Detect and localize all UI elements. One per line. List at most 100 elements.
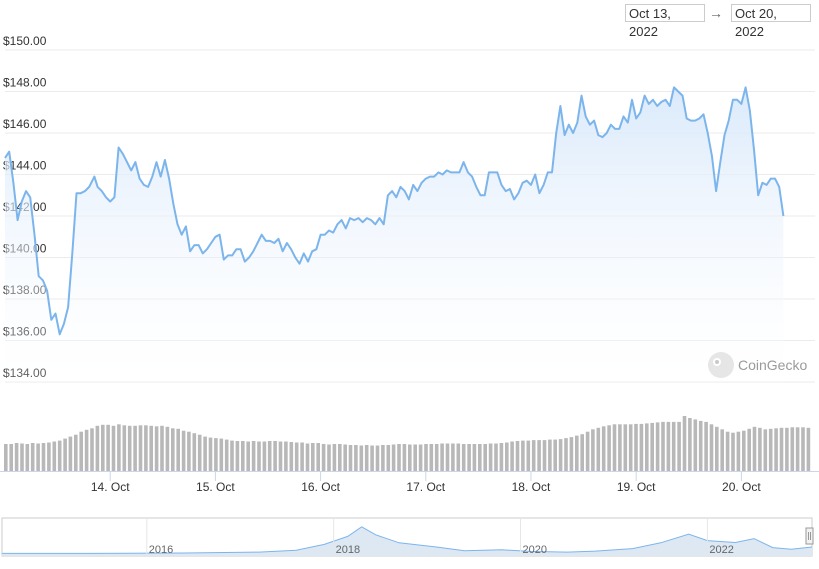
y-tick-label: $148.00	[3, 76, 47, 90]
volume-bar	[806, 427, 811, 471]
volume-bar	[267, 441, 272, 471]
volume-bar	[591, 429, 595, 471]
volume-bar	[698, 420, 703, 471]
volume-bar	[429, 444, 434, 471]
volume-bar	[601, 426, 606, 471]
coingecko-logo-pupil	[715, 360, 719, 364]
volume-bar	[52, 441, 57, 471]
date-to-input[interactable]: Oct 20, 2022	[731, 4, 811, 39]
volume-bar	[316, 443, 320, 471]
volume-bar	[241, 441, 245, 471]
volume-bar	[63, 438, 67, 471]
volume-bar	[424, 444, 428, 471]
volume-bar	[30, 443, 35, 471]
volume-bar	[171, 428, 175, 471]
volume-bar	[779, 427, 784, 471]
volume-bar	[208, 437, 213, 471]
volume-bar	[262, 441, 267, 471]
volume-bar	[639, 423, 644, 471]
navigator-tick-label: 2022	[709, 544, 733, 556]
y-tick-label: $150.00	[3, 34, 47, 48]
volume-bar	[715, 426, 719, 471]
coingecko-watermark: CoinGecko	[708, 352, 807, 378]
volume-bar	[661, 421, 665, 471]
x-tick-label: 17. Oct	[406, 480, 445, 494]
volume-bar	[41, 443, 46, 471]
volume-bar	[585, 431, 590, 471]
volume-bar	[704, 421, 708, 471]
volume-bar	[731, 432, 735, 471]
volume-bar	[106, 424, 110, 471]
volume-bar	[768, 428, 773, 471]
volume-bar	[354, 445, 358, 471]
volume-bar	[467, 444, 471, 471]
volume-bar	[645, 423, 649, 471]
price-line[interactable]	[4, 86, 785, 336]
volume-bar	[742, 430, 746, 471]
volume-bar	[375, 445, 380, 471]
volume-bar	[278, 441, 283, 471]
x-tick-label: 14. Oct	[91, 480, 130, 494]
volume-bar	[68, 436, 73, 471]
navigator: 2016 2018 2020 2022	[1, 517, 814, 557]
y-tick-label: $144.00	[3, 159, 47, 173]
volume-bar	[785, 427, 789, 471]
volume-bar	[671, 421, 676, 471]
volume-bar	[386, 445, 391, 471]
volume-bar	[305, 443, 310, 471]
volume-bar	[289, 442, 294, 471]
volume-bar	[332, 444, 337, 471]
volume-bar	[440, 443, 444, 471]
volume-bar	[224, 439, 229, 471]
volume-bar	[634, 423, 638, 471]
volume-bar	[618, 424, 622, 471]
volume-bar	[14, 443, 19, 471]
volume-bar	[343, 444, 347, 471]
volume-bar	[187, 431, 191, 471]
navigator-handle-left[interactable]	[805, 527, 814, 545]
volume-bar	[348, 445, 353, 471]
volume-bar	[693, 419, 698, 471]
price-area	[5, 87, 784, 383]
volume-bar	[666, 421, 671, 471]
x-tick-label: 18. Oct	[512, 480, 551, 494]
volume-bar	[149, 425, 153, 471]
volume-bar	[181, 430, 186, 471]
volume-bar	[752, 426, 757, 471]
volume-bar	[36, 443, 40, 471]
volume-bar	[219, 438, 224, 471]
date-from-input[interactable]: Oct 13, 2022	[625, 4, 705, 39]
volume-bar	[553, 439, 557, 471]
navigator-tick-label: 2020	[523, 544, 547, 556]
volume-bar	[95, 425, 100, 471]
volume-bar	[284, 441, 288, 471]
volume-bar	[176, 428, 180, 471]
volume-bar	[709, 424, 714, 471]
volume-bar	[235, 441, 240, 471]
volume-bar	[294, 442, 299, 471]
coingecko-logo-icon	[708, 352, 734, 378]
volume-bar	[144, 425, 148, 471]
coingecko-label: CoinGecko	[738, 357, 807, 373]
volume-bar	[321, 444, 326, 471]
volume-bar	[494, 443, 498, 471]
volume-bar	[655, 422, 660, 471]
volume-bar	[101, 424, 105, 471]
volume-bar	[472, 444, 477, 471]
volume-bar	[117, 424, 121, 471]
volume-bar	[370, 445, 374, 471]
volume-bar	[359, 445, 364, 471]
volume-bar	[364, 445, 369, 471]
volume-bar	[499, 443, 504, 471]
y-tick-label: $146.00	[3, 117, 47, 131]
volume-bar	[203, 436, 207, 471]
volume-bar	[4, 444, 8, 471]
volume-bar	[79, 431, 83, 471]
volume-bar	[720, 429, 724, 471]
volume-bar	[214, 438, 218, 471]
volume-bar	[381, 445, 385, 471]
volume-bar	[445, 443, 450, 471]
volume-bar	[127, 425, 132, 471]
volume-bar	[736, 431, 741, 471]
